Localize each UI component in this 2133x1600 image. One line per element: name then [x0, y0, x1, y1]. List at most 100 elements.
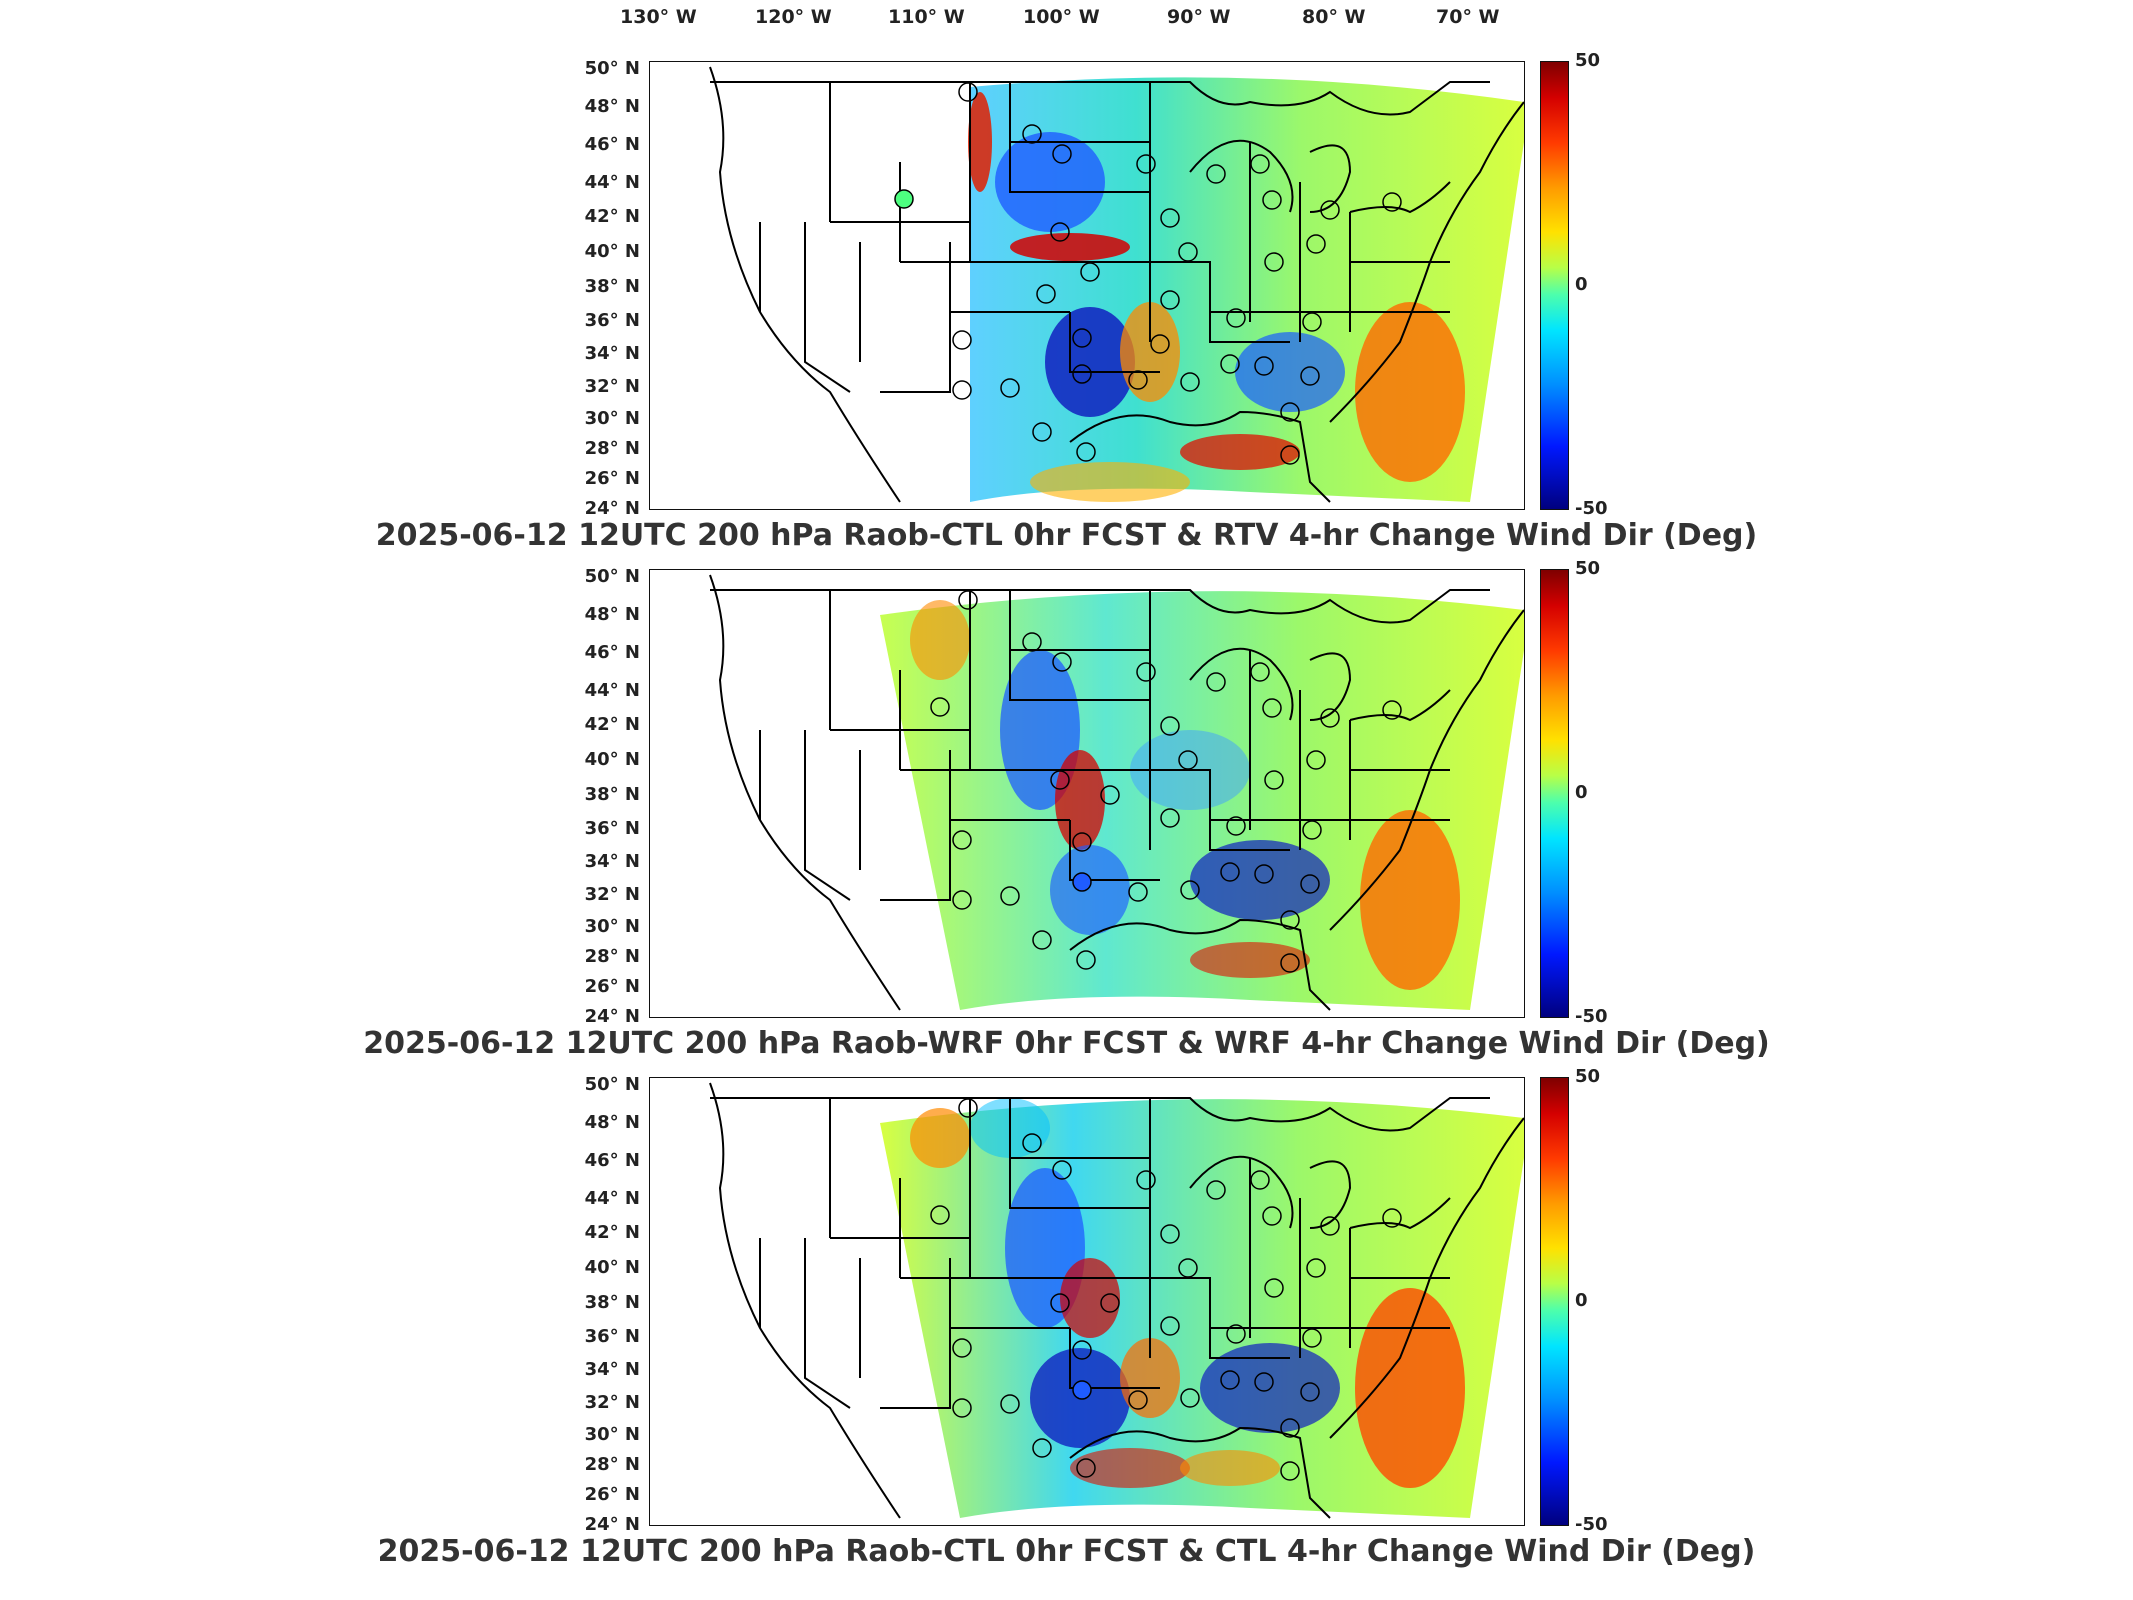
- raob-station: [1320, 1216, 1340, 1236]
- lat-label: 50° N: [584, 566, 640, 587]
- raob-station: [1320, 708, 1340, 728]
- raob-station: [1136, 1170, 1156, 1190]
- lat-label: 44° N: [584, 1188, 640, 1209]
- raob-station: [1150, 334, 1170, 354]
- lat-label: 24° N: [584, 1006, 640, 1027]
- colorbar: [1540, 1077, 1569, 1526]
- great-lakes: [1189, 139, 1451, 214]
- lat-label: 26° N: [584, 976, 640, 997]
- raob-station: [1178, 242, 1198, 262]
- raob-station: [1032, 930, 1052, 950]
- raob-station: [1264, 770, 1284, 790]
- raob-station: [1160, 290, 1180, 310]
- raob-station: [1100, 1293, 1120, 1313]
- raob-station: [1022, 1133, 1042, 1153]
- raob-station: [958, 1098, 978, 1118]
- colorbar-min-label: -50: [1575, 1514, 1608, 1535]
- raob-station: [1050, 770, 1070, 790]
- colorbar-min-label: -50: [1575, 1006, 1608, 1027]
- raob-station: [1320, 200, 1340, 220]
- gulf-coast: [1069, 410, 1331, 503]
- raob-station: [1050, 1293, 1070, 1313]
- raob-station: [1206, 1180, 1226, 1200]
- lat-label: 46° N: [584, 1150, 640, 1171]
- raob-station: [1300, 874, 1320, 894]
- lat-label: 44° N: [584, 172, 640, 193]
- raob-station: [952, 890, 972, 910]
- lat-label: 28° N: [584, 438, 640, 459]
- raob-station: [1302, 820, 1322, 840]
- raob-station: [1206, 164, 1226, 184]
- raob-station: [1052, 144, 1072, 164]
- raob-station: [1262, 1206, 1282, 1226]
- raob-station: [1076, 442, 1096, 462]
- colorbar-zero-label: 0: [1575, 1290, 1588, 1311]
- east-coast: [1329, 609, 1524, 931]
- raob-station: [952, 380, 972, 400]
- lon-label: 110° W: [888, 6, 965, 28]
- colorbar-max-label: 50: [1575, 1066, 1601, 1087]
- canada-border: [970, 589, 1490, 624]
- raob-station: [1036, 284, 1056, 304]
- raob-station: [1160, 1224, 1180, 1244]
- raob-station: [1250, 662, 1270, 682]
- raob-station: [1050, 222, 1070, 242]
- raob-station: [1072, 364, 1092, 384]
- state-borders: [710, 1097, 1450, 1409]
- colorbar: [1540, 61, 1569, 510]
- raob-station: [1128, 370, 1148, 390]
- raob-station: [1382, 700, 1402, 720]
- lat-label: 38° N: [584, 1292, 640, 1313]
- raob-station: [1220, 1370, 1240, 1390]
- raob-station: [958, 82, 978, 102]
- gulf-coast: [1069, 918, 1331, 1011]
- lat-label: 42° N: [584, 206, 640, 227]
- lat-label: 36° N: [584, 818, 640, 839]
- panel-title: 2025-06-12 12UTC 200 hPa Raob-CTL 0hr FC…: [375, 518, 1758, 553]
- raob-station: [1100, 785, 1120, 805]
- raob-station: [952, 830, 972, 850]
- lat-label: 24° N: [584, 1514, 640, 1535]
- raob-station: [1052, 652, 1072, 672]
- lat-label: 28° N: [584, 946, 640, 967]
- colorbar-zero-label: 0: [1575, 274, 1588, 295]
- raob-station: [1382, 1208, 1402, 1228]
- raob-station: [1032, 1438, 1052, 1458]
- raob-station: [1072, 1340, 1092, 1360]
- lon-label: 100° W: [1023, 6, 1100, 28]
- lat-label: 26° N: [584, 1484, 640, 1505]
- lat-label: 48° N: [584, 96, 640, 117]
- colorbar-max-label: 50: [1575, 50, 1601, 71]
- raob-station: [1136, 662, 1156, 682]
- raob-station: [952, 1338, 972, 1358]
- raob-station: [1206, 672, 1226, 692]
- lat-label: 32° N: [584, 1392, 640, 1413]
- raob-station: [1280, 1418, 1300, 1438]
- lat-label: 24° N: [584, 498, 640, 519]
- lat-label: 42° N: [584, 1222, 640, 1243]
- raob-station: [1264, 1278, 1284, 1298]
- lat-label: 36° N: [584, 310, 640, 331]
- lat-label: 44° N: [584, 680, 640, 701]
- raob-station: [930, 1205, 950, 1225]
- raob-station: [1280, 445, 1300, 465]
- raob-station: [1128, 1390, 1148, 1410]
- map-plot: [649, 569, 1525, 1018]
- raob-station: [1280, 910, 1300, 930]
- raob-station: [1300, 366, 1320, 386]
- lat-label: 34° N: [584, 851, 640, 872]
- lat-label: 28° N: [584, 1454, 640, 1475]
- raob-station: [1226, 816, 1246, 836]
- contour-map: [709, 66, 1524, 503]
- lat-label: 36° N: [584, 1326, 640, 1347]
- raob-station: [1000, 886, 1020, 906]
- raob-station: [1080, 262, 1100, 282]
- raob-station: [1264, 252, 1284, 272]
- raob-station: [894, 189, 914, 209]
- raob-station: [952, 1398, 972, 1418]
- raob-station: [1160, 1316, 1180, 1336]
- lat-label: 30° N: [584, 408, 640, 429]
- state-borders: [710, 589, 1450, 901]
- canada-border: [970, 1097, 1490, 1132]
- colorbar-min-label: -50: [1575, 498, 1608, 519]
